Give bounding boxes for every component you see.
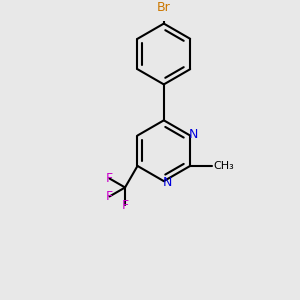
Text: N: N <box>162 176 172 189</box>
Text: CH₃: CH₃ <box>214 161 234 171</box>
Text: F: F <box>122 199 129 212</box>
Text: F: F <box>106 190 113 203</box>
Text: N: N <box>189 128 198 141</box>
Text: F: F <box>106 172 113 185</box>
Text: Br: Br <box>157 1 171 13</box>
